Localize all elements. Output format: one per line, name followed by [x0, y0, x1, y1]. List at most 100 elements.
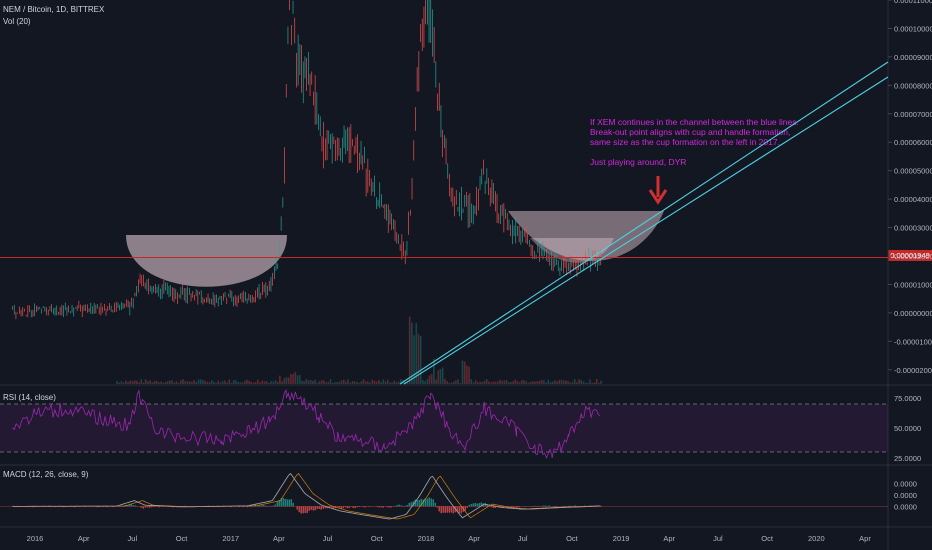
macd-histogram-bar — [422, 499, 424, 507]
volume-bar — [571, 382, 574, 384]
macd-histogram-bar — [290, 499, 292, 507]
macd-histogram-bar — [458, 506, 460, 514]
volume-bar — [265, 381, 268, 384]
volume-bar — [444, 378, 446, 384]
macd-histogram-bar — [32, 506, 34, 508]
volume-bar — [457, 379, 459, 384]
volume-bar — [327, 381, 330, 384]
volume-bar — [169, 380, 171, 384]
macd-histogram-bar — [416, 500, 418, 507]
volume-bar — [160, 381, 162, 384]
macd-histogram-bar — [320, 506, 322, 510]
macd-histogram-bar — [554, 506, 556, 508]
price-axis-label: 0.00008000 — [894, 81, 932, 90]
volume-bar — [415, 323, 418, 384]
volume-bar — [448, 382, 451, 384]
volume-bar — [298, 374, 301, 384]
volume-bar — [228, 379, 231, 384]
volume-bar — [221, 381, 224, 384]
volume-bar — [503, 380, 506, 384]
candles — [12, 0, 602, 320]
volume-bar — [232, 380, 235, 384]
volume-bar — [378, 380, 380, 384]
volume-bar — [461, 360, 464, 384]
macd-histogram-bar — [424, 498, 426, 507]
volume-bar — [382, 379, 385, 384]
macd-histogram-bar — [600, 506, 602, 507]
volume-bar — [281, 381, 283, 384]
macd-histogram-bar — [544, 505, 546, 507]
macd-histogram-bar — [264, 505, 266, 507]
macd-histogram-bar — [322, 506, 324, 509]
volume-bar — [226, 382, 228, 384]
time-axis-label: Apr — [663, 534, 675, 543]
volume-bar — [589, 379, 591, 384]
volume-bar — [549, 382, 552, 384]
volume-bar — [336, 382, 338, 384]
volume-bar — [257, 379, 259, 384]
volume-bar — [329, 379, 332, 384]
macd-histogram-bar — [142, 506, 144, 509]
volume-bar — [600, 380, 602, 384]
volume-bar — [452, 381, 455, 384]
volume-bar — [360, 381, 363, 384]
macd-axis-label: 0.0000 — [894, 491, 917, 500]
time-axis-label: Jul — [323, 534, 333, 543]
volume-bar — [582, 381, 585, 384]
volume-bar — [364, 381, 367, 384]
macd-histogram-bar — [284, 498, 286, 507]
macd-histogram-bar — [286, 499, 288, 507]
price-axis-label: 0.00005000 — [894, 167, 932, 176]
price-axis-label: 0.00003000 — [894, 224, 932, 233]
macd-axis-label: 0.0000 — [894, 502, 917, 511]
macd-histogram-bar — [260, 505, 262, 507]
volume-bar — [180, 380, 182, 384]
volume-bar — [224, 380, 226, 384]
volume-bar — [188, 381, 191, 384]
volume-bar — [171, 379, 173, 384]
macd-histogram-bar — [152, 506, 154, 508]
volume-bar — [340, 380, 343, 384]
volume-bar — [411, 322, 413, 384]
volume-bar — [345, 381, 347, 384]
volume-bar — [241, 382, 244, 384]
volume-bar — [193, 380, 195, 384]
volume-bar — [408, 316, 411, 384]
macd-histogram-bar — [332, 506, 334, 509]
volume-bar — [560, 379, 563, 384]
volume-label: Vol (20) — [3, 17, 31, 26]
volume-bar — [204, 380, 206, 384]
volume-bar — [527, 382, 530, 384]
macd-histogram-bar — [184, 505, 186, 507]
volume-bar — [173, 382, 176, 384]
volume-bar — [235, 380, 237, 384]
volume-bar — [338, 381, 341, 384]
macd-histogram-bar — [150, 506, 152, 508]
volume-bar — [131, 381, 134, 384]
macd-histogram-bar — [518, 506, 520, 508]
volume-bar — [342, 379, 345, 384]
annotation-text: If XEM continues in the channel between … — [590, 117, 812, 167]
volume-bar — [331, 382, 334, 384]
volume-bar — [210, 380, 213, 384]
volume-bar — [254, 382, 257, 384]
price-axis-label: 0.00000000 — [894, 309, 932, 318]
macd-histogram-bar — [406, 505, 408, 507]
macd-histogram-bar — [242, 506, 244, 508]
macd-histogram-bar — [420, 498, 422, 507]
volume-bar — [521, 380, 523, 384]
volume-bar — [248, 381, 250, 384]
volume-bar — [164, 382, 167, 384]
volume-bar — [413, 335, 415, 384]
volume-bar — [496, 381, 499, 384]
macd-histogram-bar — [434, 502, 436, 507]
volume-bar — [554, 380, 556, 384]
macd-histogram-bar — [368, 506, 370, 507]
volume-bar — [477, 382, 479, 384]
volume-bar — [569, 382, 572, 384]
volume-bar — [177, 382, 180, 384]
volume-bar — [512, 381, 514, 384]
macd-histogram-bar — [312, 506, 314, 511]
volume-bar — [153, 381, 156, 384]
